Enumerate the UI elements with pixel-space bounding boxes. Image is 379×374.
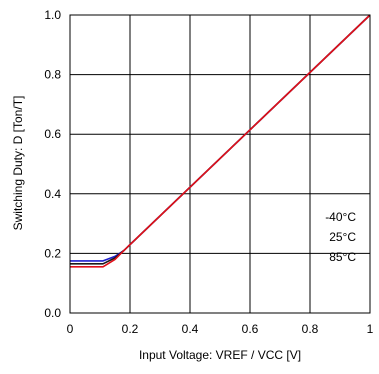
y-tick-label: 0.8 [44,68,61,82]
legend-entry: 85°C [329,250,356,264]
y-tick-label: 0.2 [44,246,61,260]
series-line [70,14,371,262]
y-tick-labels: 0.0 0.2 0.4 0.6 0.8 1.0 [44,8,61,320]
legend: -40°C 25°C 85°C [325,210,356,264]
y-tick-label: 0.6 [44,127,61,141]
y-tick-label: 0.4 [44,187,61,201]
series-line [70,14,371,268]
grid [70,15,370,313]
legend-entry: 25°C [329,230,356,244]
legend-entry: -40°C [325,210,356,224]
x-tick-label: 0.8 [302,322,319,336]
series-layer [70,14,371,268]
series-line [70,14,371,265]
x-tick-label: 0.4 [182,322,199,336]
y-axis-label: Switching Duty: D [Ton/T] [11,96,25,231]
x-axis-label: Input Voltage: VREF / VCC [V] [139,348,301,362]
x-tick-label: 0 [67,322,74,336]
x-tick-labels: 0 0.2 0.4 0.6 0.8 1 [67,322,374,336]
x-tick-label: 0.2 [122,322,139,336]
x-tick-label: 1 [367,322,374,336]
y-tick-label: 1.0 [44,8,61,22]
x-tick-label: 0.6 [242,322,259,336]
y-tick-label: 0.0 [44,306,61,320]
plot-frame [69,14,371,314]
